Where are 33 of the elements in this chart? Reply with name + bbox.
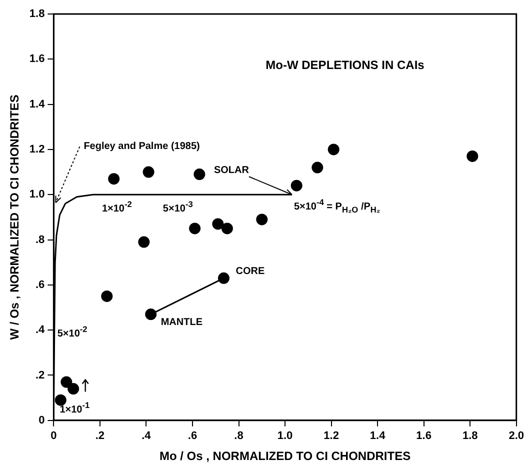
annotation: Fegley and Palme (1985)	[84, 140, 200, 152]
y-tick-label: 1.6	[29, 53, 45, 66]
x-tick-label: .8	[234, 430, 244, 442]
y-tick-label: 0	[38, 414, 45, 426]
y-tick-label: .4	[36, 324, 46, 336]
y-tick-label: 1.4	[29, 98, 46, 110]
x-tick-label: 1.6	[416, 430, 432, 442]
annotation: SOLAR	[214, 164, 249, 176]
annotation: 1×10$^{-2}$	[102, 198, 132, 214]
x-tick-label: 2.0	[508, 430, 524, 442]
annotation: MANTLE	[160, 317, 203, 328]
annotation: 1×10$^{-1}$	[60, 400, 90, 415]
x-axis-title: Mo / Os , NORMALIZED TO CI CHONDRITES	[159, 449, 411, 464]
y-tick-label: 1.0	[29, 188, 45, 201]
annotation: CORE	[236, 266, 265, 278]
x-tick-label: .4	[142, 430, 152, 442]
text: Mo-W DEPLETIONS IN CAIs	[266, 58, 424, 72]
x-tick-label: 1.8	[462, 430, 478, 442]
x-tick-label: 0	[50, 430, 57, 442]
y-axis-title: W / Os , NORMALIZED TO CI CHONDRITES	[8, 94, 22, 340]
x-tick-label: .6	[188, 430, 198, 442]
y-tick-label: .2	[36, 369, 45, 382]
x-tick-label: .2	[95, 430, 105, 442]
x-tick-label: 1.2	[324, 430, 339, 442]
x-tick-label: 1.4	[370, 430, 386, 442]
annotation: 5×10$^{-3}$	[162, 198, 193, 214]
y-tick-label: 1.2	[29, 144, 45, 156]
annotation: 5×10$^{-2}$	[57, 324, 88, 340]
y-tick-label: .8	[36, 234, 45, 246]
x-tick-label: 1.0	[277, 430, 293, 442]
annotation: 5×10$^{-4}$ = P$_{H₂O}$ /P$_{H₂}$	[294, 196, 380, 214]
y-tick-label: 1.8	[29, 8, 45, 20]
y-tick-label: .6	[36, 278, 45, 291]
